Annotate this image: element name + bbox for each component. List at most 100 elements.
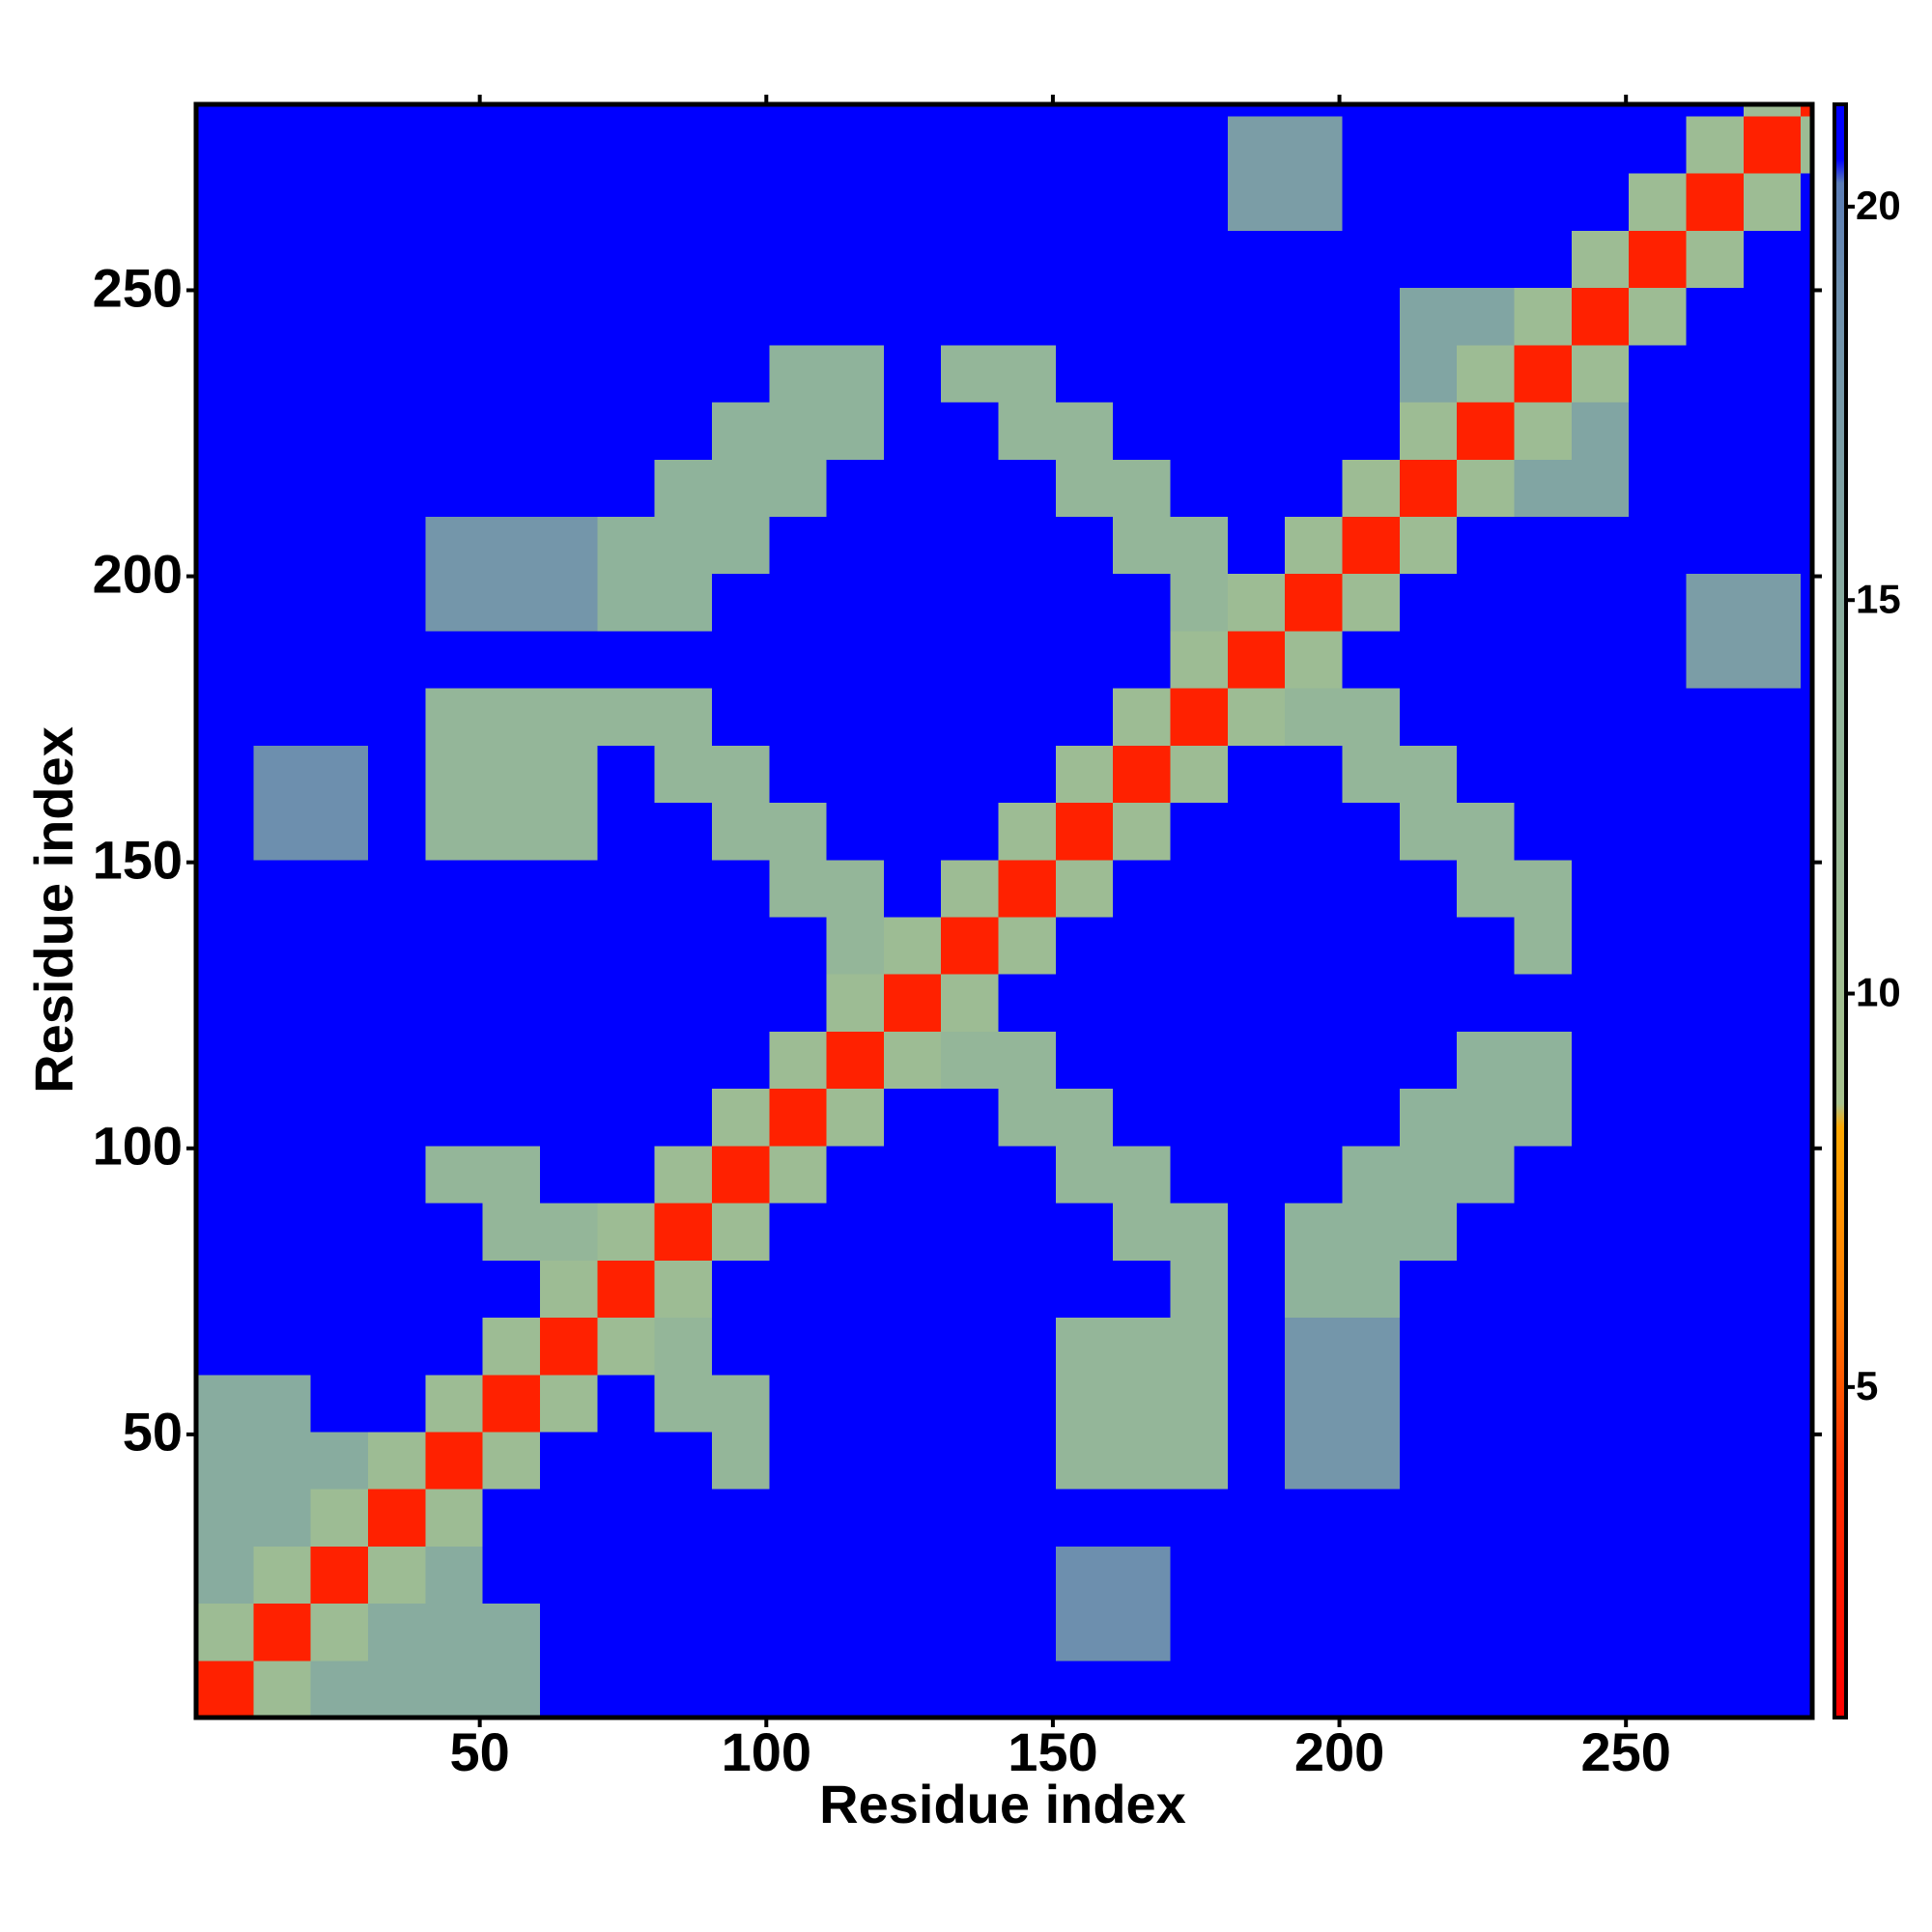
heatmap-cell [482,688,541,746]
heatmap-cell [711,1031,770,1090]
heatmap-cell [367,173,426,231]
heatmap-cell [883,859,942,918]
heatmap-cell [1457,745,1516,804]
heatmap-cell [253,1145,312,1204]
heatmap-cell [1399,401,1458,460]
heatmap-cell [597,401,656,460]
heatmap-cell [1571,459,1630,517]
heatmap-cell [597,1374,656,1433]
heatmap-cell [425,1088,484,1147]
heatmap-cell [1514,1260,1573,1319]
heatmap-cell [1801,516,1813,575]
heatmap-cell [1399,287,1458,346]
y-axis-title: Residue index [23,726,84,1094]
heatmap-cell [482,1031,541,1090]
heatmap-cell [1571,745,1630,804]
heatmap-cell [1170,1317,1229,1376]
heatmap-cell [539,859,598,918]
heatmap-cell [1055,344,1114,403]
heatmap-cell [367,573,426,632]
heatmap-cell [826,1260,885,1319]
heatmap-cell [711,1431,770,1490]
heatmap-cell [826,1660,885,1719]
heatmap-cell [367,1260,426,1319]
heatmap-cell [1457,230,1516,289]
heatmap-cell [1055,1660,1114,1719]
heatmap-cell [1399,115,1458,174]
heatmap-cell [310,1546,369,1605]
heatmap-cell [1571,1260,1630,1319]
heatmap-cell [1514,459,1573,517]
heatmap-cell [1113,1145,1172,1204]
heatmap-cell [196,630,254,689]
heatmap-cell [769,630,828,689]
heatmap-cell [1055,688,1114,746]
heatmap-cell [883,173,942,231]
heatmap-cell [253,344,312,403]
heatmap-cell [711,859,770,918]
heatmap-cell [998,230,1057,289]
heatmap-cell [1113,230,1172,289]
heatmap-cell [310,688,369,746]
heatmap-cell [711,974,770,1032]
heatmap-cell [1055,459,1114,517]
heatmap-cell [941,1145,1000,1204]
heatmap-cell [1801,859,1813,918]
heatmap-cell [941,287,1000,346]
heatmap-cell [425,573,484,632]
heatmap-cell [425,287,484,346]
heatmap-cell [1227,1603,1286,1662]
heatmap-cell [482,1374,541,1433]
heatmap-cell [1285,1088,1344,1147]
heatmap-cell [1457,1145,1516,1204]
heatmap-cell [310,1317,369,1376]
heatmap-cell [539,1317,598,1376]
heatmap-cell [196,1660,254,1719]
heatmap-cell [597,1260,656,1319]
heatmap-cell [769,1660,828,1719]
heatmap-cell [998,115,1057,174]
heatmap-cell [1055,630,1114,689]
heatmap-cell [1686,401,1745,460]
heatmap-cell [941,230,1000,289]
heatmap-cell [998,745,1057,804]
heatmap-cell [1399,104,1458,117]
heatmap-cell [1801,173,1813,231]
heatmap-cell [1285,115,1344,174]
heatmap-cell [1514,573,1573,632]
heatmap-cell [310,115,369,174]
heatmap-cell [1457,516,1516,575]
heatmap-cell [826,1489,885,1547]
heatmap-cell [425,459,484,517]
heatmap-cell [253,104,312,117]
heatmap-cell [711,115,770,174]
heatmap-cell [1743,115,1802,174]
heatmap-cell [1342,1317,1401,1376]
colorbar-tick-label: 5 [1856,1363,1878,1408]
heatmap-cell [1629,516,1688,575]
heatmap-cell [1457,401,1516,460]
heatmap-cell [654,1603,713,1662]
heatmap-cell [253,745,312,804]
heatmap-cell [1686,1660,1745,1719]
heatmap-cell [1170,287,1229,346]
heatmap-cell [1170,573,1229,632]
heatmap-cell [1457,173,1516,231]
heatmap-cell [769,1203,828,1261]
heatmap-cell [1227,1145,1286,1204]
heatmap-cell [253,573,312,632]
heatmap-cell [482,104,541,117]
heatmap-cell [769,459,828,517]
heatmap-cell [1571,1660,1630,1719]
heatmap-cell [826,1546,885,1605]
heatmap-cell [1170,859,1229,918]
heatmap-cell [769,516,828,575]
heatmap-cell [1055,1603,1114,1662]
heatmap-cell [1514,1088,1573,1147]
heatmap-cell [1629,104,1688,117]
heatmap-cell [1743,916,1802,975]
heatmap-cell [1801,401,1813,460]
heatmap-cell [769,688,828,746]
heatmap-cell [1743,1145,1802,1204]
heatmap-cell [1227,573,1286,632]
